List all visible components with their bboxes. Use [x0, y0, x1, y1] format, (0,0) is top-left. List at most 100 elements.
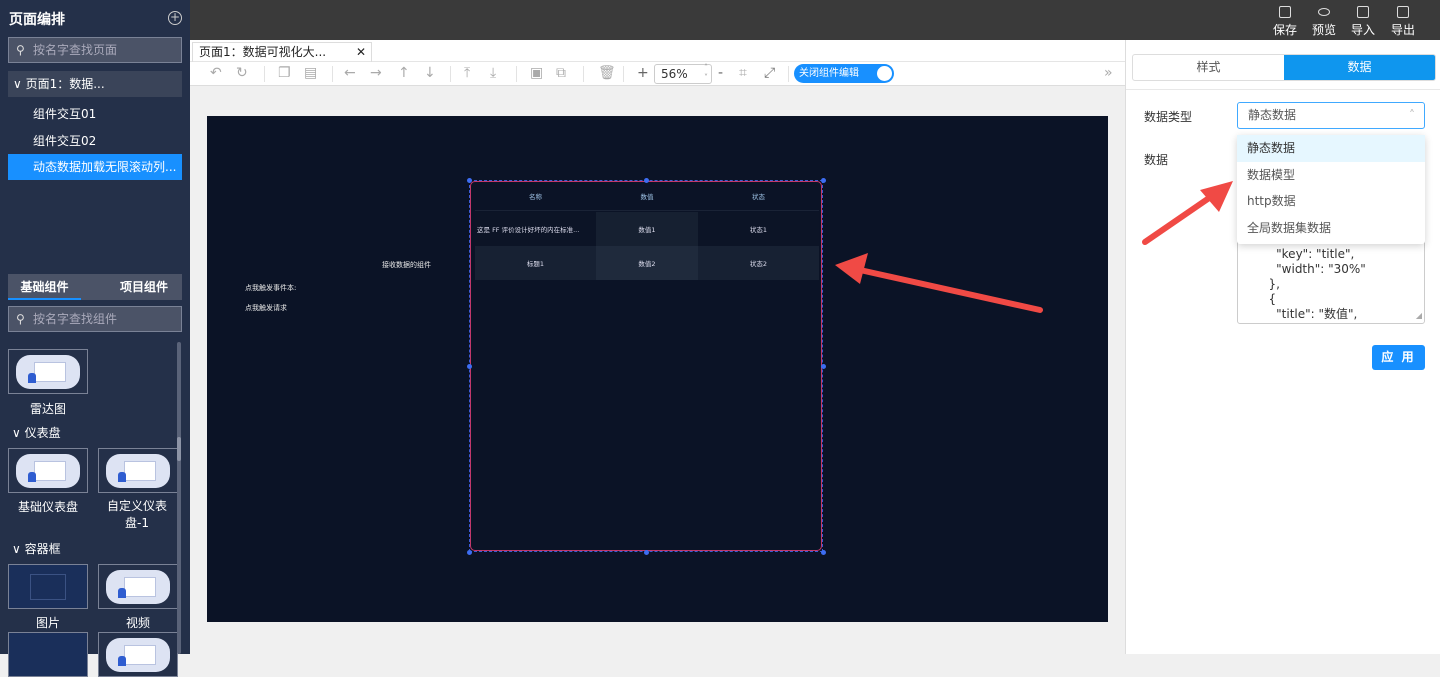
tab-basic-components[interactable]: 基础组件 — [8, 274, 81, 300]
fullscreen-icon[interactable]: ⤢ — [764, 65, 776, 81]
scrollbar-thumb[interactable] — [177, 437, 181, 461]
table-row[interactable]: 这是 FF 评价设计好坏的内在标准... 数值1 状态1 — [475, 212, 819, 246]
import-button[interactable]: 导入 — [1348, 6, 1378, 38]
resize-handle[interactable] — [644, 550, 649, 555]
category-label: 容器框 — [24, 542, 61, 556]
double-chevron-right-icon[interactable]: » — [1104, 65, 1113, 81]
select-value: 静态数据 — [1248, 108, 1297, 122]
export-button[interactable]: 导出 — [1388, 6, 1418, 38]
table-row[interactable]: 标题1 数值2 状态2 — [475, 246, 819, 280]
arrow-right-icon[interactable]: → — [370, 65, 382, 81]
resize-grip-icon[interactable]: ◢ — [1415, 311, 1422, 320]
resize-handle[interactable] — [644, 178, 649, 183]
component-thumbnail — [106, 637, 170, 672]
group-icon[interactable]: ▣ — [530, 65, 544, 81]
category-label: 仪表盘 — [24, 426, 61, 440]
component-edit-toggle[interactable]: 关闭组件编辑 — [794, 64, 894, 83]
placeholder: 按名字查找组件 — [33, 312, 118, 326]
editor-toolbar: ↶ ↻ ❐ ▤ ← → ↑ ↓ ⤒ ⤓ ▣ ⧉ 🗑 + 56% ˄ ˅ - ⌗ ⤢ … — [190, 62, 1125, 86]
component-tabs: 基础组件 项目组件 — [8, 274, 182, 300]
option-http[interactable]: http数据 — [1247, 194, 1296, 208]
page-group[interactable]: ∨ 页面1：数据... — [8, 71, 182, 97]
redo-icon[interactable]: ↻ — [236, 65, 248, 81]
page-search-input[interactable]: ⚲ 按名字查找页面 — [8, 37, 182, 63]
toggle-label: 关闭组件编辑 — [799, 68, 859, 79]
table-header-row: 名称 数值 状态 — [475, 182, 819, 211]
send-to-bottom-icon[interactable]: ⤓ — [490, 65, 497, 81]
component-video[interactable] — [98, 564, 178, 609]
copy-icon[interactable]: ❐ — [278, 65, 291, 81]
zoom-input[interactable]: 56% ˄ ˅ — [654, 63, 712, 84]
zoom-value: 56% — [661, 67, 688, 81]
component-thumbnail — [16, 453, 80, 488]
component-thumbnail[interactable] — [98, 632, 178, 677]
save-button[interactable]: 保存 — [1270, 6, 1300, 38]
resize-handle[interactable] — [821, 178, 826, 183]
arrow-left-icon[interactable]: ← — [344, 65, 356, 81]
page-tab-bar: 页面1：数据可视化大... ✕ — [190, 40, 1125, 62]
trigger-request-text[interactable]: 点我触发请求 — [245, 304, 287, 312]
arrow-up-icon[interactable]: ↑ — [398, 65, 410, 81]
json-text: "key": "title", "width": "30%" }, { "tit… — [1268, 247, 1366, 321]
tab-style[interactable]: 样式 — [1196, 60, 1221, 74]
component-radar[interactable] — [8, 349, 88, 394]
resize-handle[interactable] — [467, 364, 472, 369]
resize-handle[interactable] — [821, 550, 826, 555]
tab-data[interactable]: 数据 — [1284, 55, 1435, 80]
table-cell: 状态2 — [749, 260, 768, 268]
design-canvas[interactable]: 接收数据的组件 点我触发事件本: 点我触发请求 名称 数值 状态 这是 FF 评… — [207, 116, 1108, 622]
component-label: 图片 — [35, 616, 60, 630]
category-gauge[interactable]: ∨ 仪表盘 — [12, 426, 61, 440]
component-thumbnail[interactable] — [8, 632, 88, 677]
page-item[interactable]: 组件交互02 — [33, 134, 97, 148]
divider — [623, 66, 624, 82]
page-item[interactable]: 组件交互01 — [33, 107, 97, 121]
zoom-in-icon[interactable]: + — [637, 65, 649, 81]
data-json-textarea[interactable]: "key": "title", "width": "30%" }, { "tit… — [1237, 140, 1425, 324]
close-icon[interactable]: ✕ — [355, 45, 366, 59]
divider — [450, 66, 451, 82]
component-gauge-custom[interactable] — [98, 448, 178, 493]
delete-icon[interactable]: 🗑 — [598, 65, 616, 81]
sidebar: 页面编排 + ⚲ 按名字查找页面 ∨ 页面1：数据... 组件交互01 组件交互0… — [0, 0, 190, 677]
page-tab[interactable]: 页面1：数据可视化大... ✕ — [192, 42, 372, 62]
ungroup-icon[interactable]: ⧉ — [556, 65, 566, 81]
divider — [788, 66, 789, 82]
option-static[interactable]: 静态数据 — [1237, 135, 1425, 162]
table-component[interactable]: 名称 数值 状态 这是 FF 评价设计好坏的内在标准... 数值1 状态1 标题… — [470, 181, 822, 551]
table-header-cell: 数值 — [640, 193, 654, 201]
scrollbar-track[interactable] — [177, 342, 181, 654]
arrow-down-icon[interactable]: ↓ — [424, 65, 436, 81]
toggle-knob — [877, 66, 892, 81]
zoom-out-icon[interactable]: - — [718, 65, 724, 81]
category-container[interactable]: ∨ 容器框 — [12, 542, 61, 556]
apply-button[interactable]: 应 用 — [1372, 345, 1425, 370]
preview-button[interactable]: 预览 — [1309, 6, 1339, 38]
component-search-input[interactable]: ⚲ 按名字查找组件 — [8, 306, 182, 332]
resize-handle[interactable] — [467, 178, 472, 183]
resize-handle[interactable] — [821, 364, 826, 369]
component-thumbnail — [16, 354, 80, 389]
import-label: 导入 — [1350, 23, 1375, 37]
receive-data-text[interactable]: 接收数据的组件 — [382, 261, 431, 269]
option-global-dataset[interactable]: 全局数据集数据 — [1247, 220, 1332, 235]
fit-icon[interactable]: ⌗ — [739, 65, 747, 81]
stepper-icon[interactable]: ˄ ˅ — [704, 63, 708, 82]
resize-handle[interactable] — [467, 550, 472, 555]
bring-to-top-icon[interactable]: ⤒ — [464, 65, 471, 81]
component-image[interactable] — [8, 564, 88, 609]
top-bar: 保存 预览 导入 导出 — [190, 0, 1440, 40]
component-thumbnail — [106, 569, 170, 604]
page-item-active[interactable]: 动态数据加载无限滚动列... — [8, 154, 182, 180]
data-type-select[interactable]: 静态数据 ˄ — [1237, 102, 1425, 129]
add-page-icon[interactable]: + — [168, 10, 182, 25]
undo-icon[interactable]: ↶ — [210, 65, 222, 81]
import-icon — [1357, 6, 1369, 18]
trigger-event-text[interactable]: 点我触发事件本: — [245, 284, 297, 292]
divider — [583, 66, 584, 82]
page-tab-label: 页面1：数据可视化大... — [199, 45, 327, 59]
paste-icon[interactable]: ▤ — [304, 65, 318, 81]
component-gauge-basic[interactable] — [8, 448, 88, 493]
tab-project-components[interactable]: 项目组件 — [120, 280, 169, 294]
option-data-model[interactable]: 数据模型 — [1247, 167, 1296, 182]
